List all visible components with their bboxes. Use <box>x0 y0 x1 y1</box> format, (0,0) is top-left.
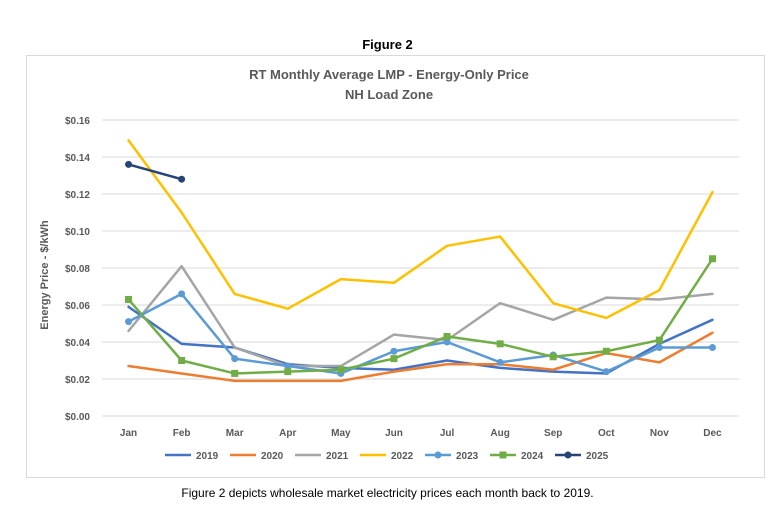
data-point <box>284 368 292 376</box>
x-tick-label: Aug <box>490 428 509 439</box>
legend-item-2021: 2021 <box>295 451 349 462</box>
y-axis-label: Energy Price - $/kWh <box>39 220 51 330</box>
legend-item-2024: 2024 <box>490 451 544 462</box>
data-point <box>443 332 451 340</box>
legend-label: 2024 <box>521 451 544 462</box>
y-tick-label: $0.10 <box>65 227 90 238</box>
x-tick-label: May <box>331 428 351 439</box>
figure-label: Figure 2 <box>362 37 413 52</box>
x-tick-label: Dec <box>703 428 722 439</box>
series-2021 <box>127 264 714 368</box>
y-tick-label: $0.04 <box>65 338 90 349</box>
data-point <box>125 318 133 326</box>
legend-item-2019: 2019 <box>165 451 219 462</box>
y-tick-label: $0.02 <box>65 375 90 386</box>
data-point <box>178 175 186 183</box>
legend-label: 2020 <box>261 451 284 462</box>
y-tick-label: $0.16 <box>65 116 90 127</box>
data-point <box>708 255 716 263</box>
data-point <box>231 369 239 377</box>
x-tick-label: Jan <box>120 428 137 439</box>
data-point <box>178 290 186 298</box>
y-tick-label: $0.12 <box>65 190 90 201</box>
data-point <box>708 344 716 352</box>
chart-subtitle: NH Load Zone <box>345 87 433 102</box>
x-tick-label: Jul <box>440 428 455 439</box>
x-tick-label: Feb <box>173 428 191 439</box>
line-chart: RT Monthly Average LMP - Energy-Only Pri… <box>39 67 739 462</box>
series-2022 <box>127 139 714 320</box>
legend-item-2025: 2025 <box>555 451 609 462</box>
series-line-2021 <box>127 264 714 368</box>
data-point <box>390 355 398 363</box>
x-tick-label: Sep <box>544 428 562 439</box>
legend-label: 2025 <box>586 451 609 462</box>
legend-label: 2022 <box>391 451 414 462</box>
data-point <box>125 295 133 303</box>
series-2020 <box>127 331 714 383</box>
chart-frame: RT Monthly Average LMP - Energy-Only Pri… <box>26 55 765 478</box>
series-line-2020 <box>127 331 714 383</box>
x-tick-label: Apr <box>279 428 296 439</box>
legend-label: 2023 <box>456 451 479 462</box>
data-point <box>390 347 398 355</box>
x-tick-label: Mar <box>226 428 244 439</box>
data-point <box>655 336 663 344</box>
legend-marker <box>499 451 507 459</box>
data-point <box>231 355 239 363</box>
data-point <box>655 344 663 352</box>
y-tick-label: $0.06 <box>65 301 90 312</box>
data-point <box>337 366 345 374</box>
series-2024 <box>125 255 716 377</box>
y-tick-label: $0.08 <box>65 264 90 275</box>
chart-title: RT Monthly Average LMP - Energy-Only Pri… <box>249 67 529 82</box>
series-line-2025 <box>127 163 183 181</box>
legend-item-2023: 2023 <box>425 451 479 462</box>
data-point <box>125 160 133 168</box>
data-point <box>443 338 451 346</box>
x-tick-label: Oct <box>598 428 615 439</box>
x-tick-label: Nov <box>650 428 669 439</box>
legend-marker <box>434 451 442 459</box>
series-line-2023 <box>127 292 714 375</box>
legend-item-2020: 2020 <box>230 451 284 462</box>
data-point <box>178 357 186 364</box>
legend-marker <box>564 451 572 459</box>
series-line-2024 <box>127 257 714 375</box>
figure-caption: Figure 2 depicts wholesale market electr… <box>181 486 594 500</box>
x-tick-label: Jun <box>385 428 403 439</box>
legend-label: 2019 <box>196 451 219 462</box>
series-2025 <box>125 160 186 183</box>
data-point <box>496 340 504 348</box>
data-point <box>602 368 610 376</box>
legend-item-2022: 2022 <box>360 451 414 462</box>
data-point <box>284 362 292 370</box>
data-point <box>602 347 610 355</box>
legend-label: 2021 <box>326 451 349 462</box>
data-point <box>496 358 504 366</box>
data-point <box>549 353 557 361</box>
y-tick-label: $0.14 <box>65 153 90 164</box>
series-line-2022 <box>127 139 714 320</box>
y-tick-label: $0.00 <box>65 412 90 423</box>
